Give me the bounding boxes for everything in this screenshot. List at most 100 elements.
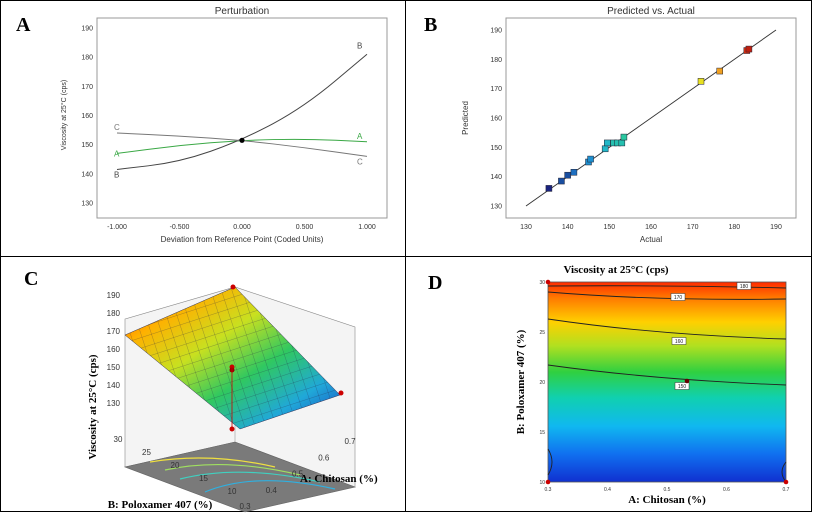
pva-xtick: 170 — [687, 224, 699, 231]
perturbation-chart: Perturbation Deviation from Reference Po… — [60, 6, 388, 244]
pva-point — [745, 45, 753, 53]
contour-ytick: 20 — [539, 380, 545, 386]
contour-label: 170 — [674, 295, 683, 301]
contour-design-points — [545, 279, 789, 485]
perturbation-reference-point — [239, 137, 245, 143]
pva-point — [604, 139, 611, 147]
perturbation-label-start-c: C — [114, 123, 120, 132]
contour-label-box — [671, 337, 687, 345]
pva-title: Predicted vs. Actual — [607, 6, 695, 17]
contour-label: 150 — [678, 384, 687, 390]
surface-point-right — [338, 390, 344, 396]
surface-xtick: 0.5 — [292, 470, 304, 479]
contour-label-box — [736, 282, 752, 290]
surface-ytick: 30 — [114, 435, 123, 444]
perturbation-ytick: 150 — [81, 142, 93, 149]
pva-point — [601, 145, 609, 153]
perturbation-plot-area — [96, 17, 388, 219]
contour-title: Viscosity at 25°C (cps) — [563, 264, 668, 276]
contour-xtick: 0.7 — [783, 487, 790, 493]
pva-xtick: 190 — [770, 224, 782, 231]
pva-point — [697, 78, 705, 85]
perturbation-xlabel: Deviation from Reference Point (Coded Un… — [161, 235, 324, 244]
contour-label-box — [674, 382, 690, 390]
surface-ytick: 10 — [228, 487, 237, 496]
surface-xtick: 0.3 — [239, 502, 251, 511]
surface-ztick: 190 — [107, 291, 121, 300]
surface-xtick: 0.6 — [318, 453, 330, 462]
surface-ytick: 20 — [171, 461, 180, 470]
pva-point — [620, 133, 628, 141]
panel-label-c: C — [24, 268, 39, 290]
perturbation-xtick: 0.500 — [296, 224, 314, 231]
surface-xtick: 0.7 — [344, 437, 356, 446]
contour-label-box — [670, 293, 686, 301]
contour-ytick: 30 — [539, 280, 545, 286]
pva-ylabel: Predicted — [461, 101, 470, 135]
contour-ylabel: B: Poloxamer 407 (%) — [515, 329, 527, 434]
pva-xtick: 150 — [603, 224, 615, 231]
contour-lines — [547, 285, 787, 483]
perturbation-label-end-a: A — [357, 132, 363, 141]
pva-ytick: 150 — [490, 145, 502, 152]
perturbation-xtick: -0.500 — [170, 224, 190, 231]
pva-point — [587, 155, 594, 163]
perturbation-xtick: 1.000 — [358, 224, 376, 231]
perturbation-xtick: 0.000 — [233, 224, 251, 231]
surface-ztick: 170 — [107, 327, 121, 336]
surface-ylabel: B: Poloxamer 407 (%) — [108, 499, 213, 511]
pva-ytick: 160 — [490, 116, 502, 123]
contour-xtick: 0.3 — [545, 487, 552, 493]
perturbation-xtick: -1.000 — [107, 224, 127, 231]
surface-floor — [123, 441, 357, 513]
perturbation-title: Perturbation — [215, 6, 269, 17]
surface-ztick: 180 — [107, 309, 121, 318]
pva-point — [564, 171, 571, 179]
surface-ytick: 25 — [142, 448, 151, 457]
perturbation-ytick: 180 — [81, 55, 93, 62]
contour-ytick: 15 — [539, 430, 545, 436]
contour-xtick: 0.6 — [723, 487, 730, 493]
floor-contours — [149, 457, 336, 493]
perturbation-label-end-c: C — [357, 157, 363, 166]
predicted-vs-actual-chart: Predicted vs. Actual Actual Predicted 13… — [461, 6, 797, 244]
pva-point — [716, 67, 723, 75]
pva-ytick: 140 — [490, 174, 502, 181]
contour-chart: Viscosity at 25°C (cps) 180 170 160 150 0.3… — [515, 264, 790, 506]
pva-point — [618, 139, 626, 147]
perturbation-ytick: 160 — [81, 113, 93, 120]
surface-zlabel: Viscosity at 25°C (cps) — [87, 354, 99, 459]
contour-label: 180 — [740, 284, 749, 290]
perturbation-ytick: 190 — [81, 26, 93, 33]
pva-point — [545, 185, 553, 192]
panel-label-d: D — [428, 272, 443, 294]
surface-xlabel: A: Chitosan (%) — [300, 473, 378, 485]
pva-xtick: 130 — [520, 224, 532, 231]
contour-xlabel: A: Chitosan (%) — [628, 494, 706, 506]
pva-xtick: 180 — [728, 224, 740, 231]
response-surface-chart: Viscosity at 25°C (cps) 130 140 150 160 170 1… — [87, 284, 378, 513]
perturbation-ytick: 170 — [81, 84, 93, 91]
panel-divider-horizontal — [0, 256, 812, 257]
surface-ztick: 140 — [107, 381, 121, 390]
contour-label: 160 — [675, 339, 684, 345]
panel-label-a: A — [16, 14, 31, 36]
surface-ztick: 160 — [107, 345, 121, 354]
pva-ytick: 170 — [490, 86, 502, 93]
contour-plot-area — [547, 281, 787, 483]
pva-ytick: 180 — [490, 57, 502, 64]
perturbation-label-start-a: A — [114, 149, 120, 158]
pva-ytick: 130 — [490, 204, 502, 211]
surface-ztick: 150 — [107, 363, 121, 372]
perturbation-label-end-b: B — [357, 41, 362, 50]
pva-point — [570, 169, 578, 176]
perturbation-ylabel: Viscosity at 25°C (cps) — [60, 80, 68, 150]
contour-ytick: 10 — [539, 480, 545, 486]
response-surface-mesh — [125, 287, 340, 429]
surface-point-high — [230, 284, 236, 290]
perturbation-ytick: 140 — [81, 171, 93, 178]
pva-xtick: 160 — [645, 224, 657, 231]
surface-xtick: 0.4 — [266, 486, 278, 495]
perturbation-ytick: 130 — [81, 201, 93, 208]
